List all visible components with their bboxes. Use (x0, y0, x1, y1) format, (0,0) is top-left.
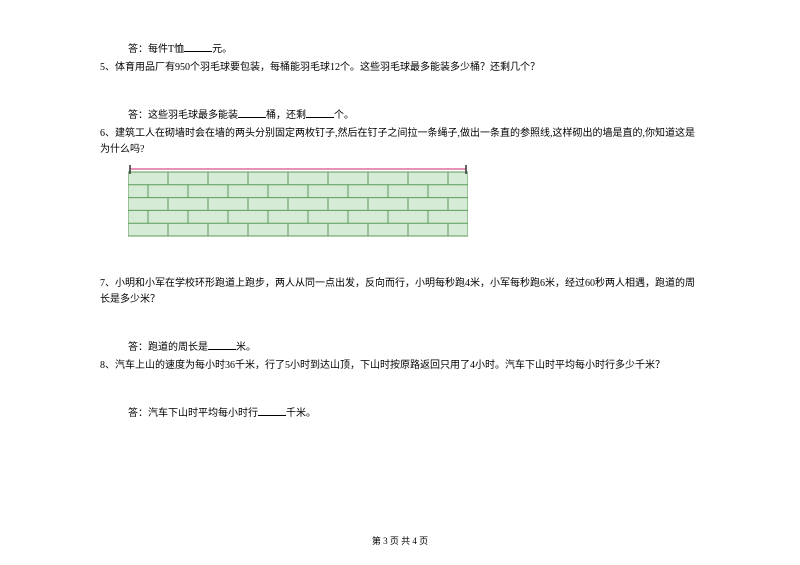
q4-answer-suffix: 元。 (212, 44, 232, 55)
q5-blank-1 (238, 106, 266, 118)
q8-workspace (100, 376, 700, 404)
q4-answer-prefix: 答：每件T恤 (128, 44, 184, 55)
q7-workspace (100, 310, 700, 338)
page-footer: 第 3 页 共 4 页 (0, 534, 800, 547)
q5-answer-prefix: 答：这些羽毛球最多能装 (128, 110, 238, 121)
q8-answer-line: 答：汽车下山时平均每小时行 千米。 (100, 404, 700, 422)
q8-text: 8、汽车上山的速度为每小时36千米，行了5小时到达山顶，下山时按原路返回只用了4… (100, 358, 700, 374)
q6-workspace (100, 256, 700, 276)
q7-answer-prefix: 答：跑道的周长是 (128, 342, 208, 353)
q5-blank-2 (306, 106, 334, 118)
q5-text: 5、体育用品厂有950个羽毛球要包装，每桶能羽毛球12个。这些羽毛球最多能装多少… (100, 60, 700, 76)
q5-answer-suffix: 个。 (334, 110, 354, 121)
q7-answer-suffix: 米。 (236, 342, 256, 353)
q7-text: 7、小明和小军在学校环形跑道上跑步，两人从同一点出发，反向而行，小明每秒跑4米，… (100, 276, 700, 308)
q8-answer-prefix: 答：汽车下山时平均每小时行 (128, 408, 258, 419)
q8-answer-suffix: 千米。 (286, 408, 316, 419)
q7-blank (208, 338, 236, 350)
q5-answer-line: 答：这些羽毛球最多能装 桶，还剩 个。 (100, 106, 700, 124)
q6-text: 6、建筑工人在砌墙时会在墙的两头分别固定两枚钉子,然后在钉子之间拉一条绳子,做出… (100, 126, 700, 158)
q7-answer-line: 答：跑道的周长是 米。 (100, 338, 700, 356)
q5-answer-mid: 桶，还剩 (266, 110, 306, 121)
q8-blank (258, 404, 286, 416)
wall-svg (128, 164, 468, 238)
q4-blank (184, 40, 212, 52)
wall-diagram (128, 164, 700, 244)
q5-workspace (100, 78, 700, 106)
q4-answer-line: 答：每件T恤 元。 (100, 40, 700, 58)
document-content: 答：每件T恤 元。 5、体育用品厂有950个羽毛球要包装，每桶能羽毛球12个。这些… (100, 40, 700, 422)
